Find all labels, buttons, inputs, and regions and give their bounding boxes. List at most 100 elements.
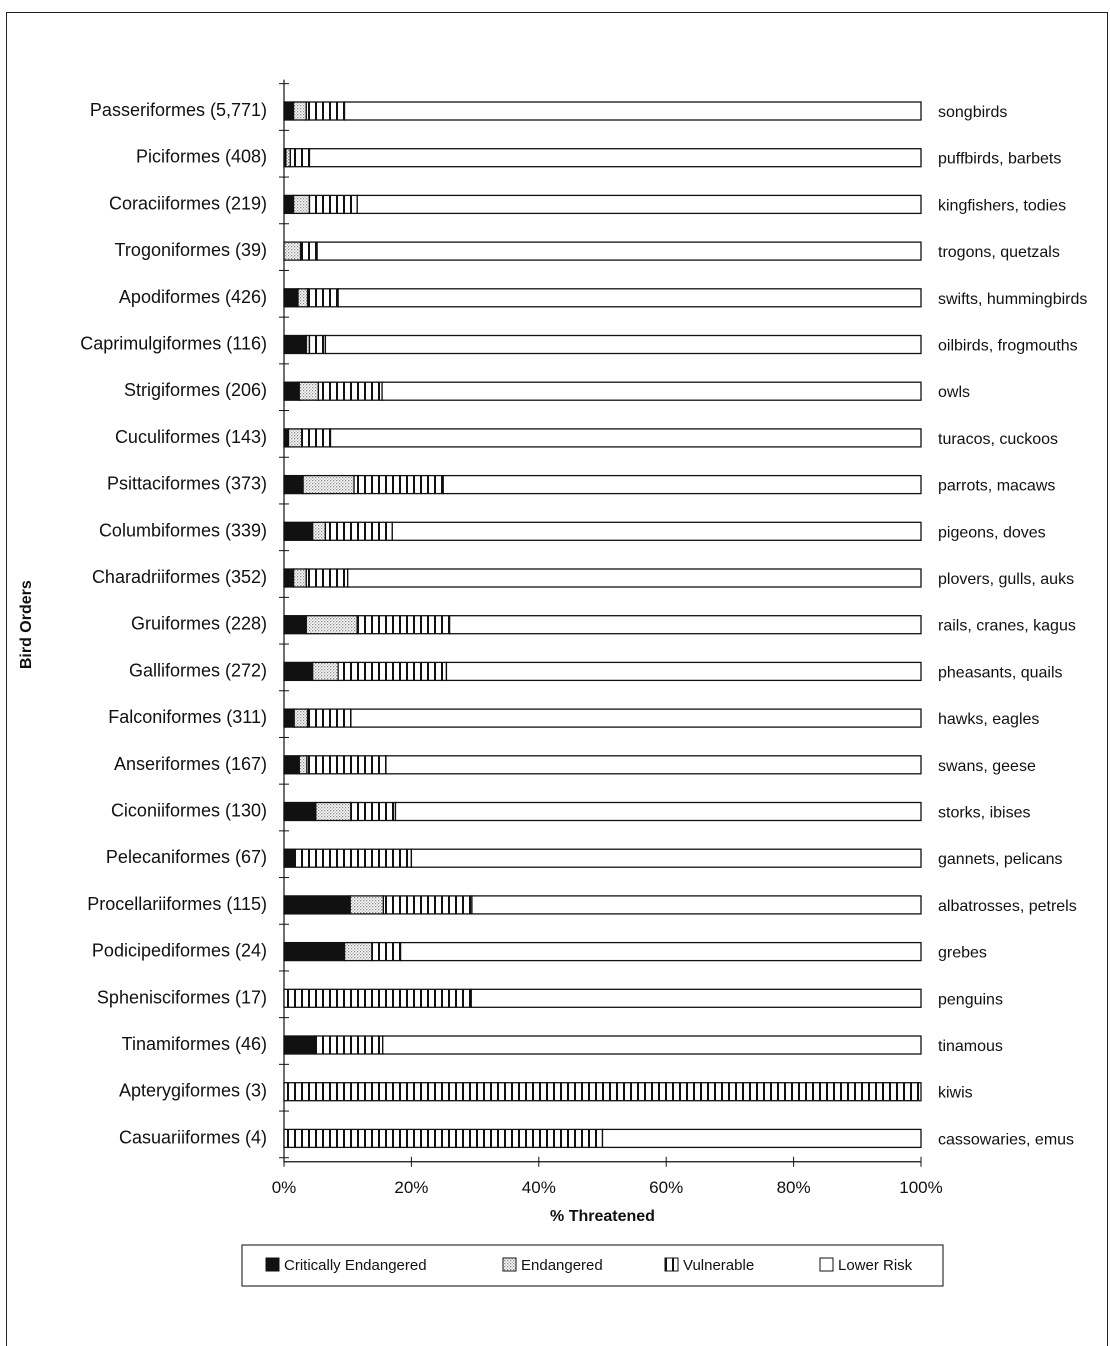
bar-segment-lower_risk <box>471 895 922 915</box>
legend-swatch-lower_risk <box>819 1257 834 1272</box>
bar-segment-endangered <box>315 801 352 822</box>
bar-segment-lower_risk <box>308 148 922 168</box>
common-name-label: turacos, cuckoos <box>938 431 1058 448</box>
bar-segment-endangered <box>349 895 385 915</box>
order-label: Strigiformes (206) <box>124 380 267 400</box>
common-name-label: swans, geese <box>938 758 1036 775</box>
order-label: Procellariiformes (115) <box>87 894 267 914</box>
bar-segment-lower_risk <box>343 101 922 121</box>
bar-segment-lower_risk <box>356 194 922 215</box>
order-label: Casuariiformes (4) <box>119 1127 267 1147</box>
chart-frame <box>6 12 1108 1346</box>
common-name-label: kiwis <box>938 1085 973 1102</box>
bar-segment-vulnerable <box>305 101 346 121</box>
order-label: Coraciiformes (219) <box>109 193 267 213</box>
x-tick-label: 100% <box>899 1178 942 1197</box>
common-name-label: pigeons, doves <box>938 524 1046 541</box>
common-name-label: owls <box>938 384 970 401</box>
bar-segment-lower_risk <box>442 474 922 495</box>
bar-segment-lower_risk <box>394 801 922 822</box>
bar-segment-critically_endangered <box>283 381 300 401</box>
order-label: Ciconiiformes (130) <box>111 801 267 821</box>
bar-segment-endangered <box>298 755 308 775</box>
bar-segment-lower_risk <box>324 334 922 355</box>
bar-segment-lower_risk <box>382 1035 922 1055</box>
common-name-label: penguins <box>938 991 1003 1008</box>
common-name-label: gannets, pelicans <box>938 851 1063 868</box>
bar-segment-vulnerable <box>337 661 448 682</box>
bar-segment-lower_risk <box>329 428 922 448</box>
x-tick-label: 0% <box>272 1178 297 1197</box>
bar-segment-vulnerable <box>306 708 352 728</box>
bar-segment-critically_endangered <box>283 521 314 541</box>
order-label: Columbiformes (339) <box>99 520 267 540</box>
bar-segment-critically_endangered <box>283 1035 316 1055</box>
common-name-label: tinamous <box>938 1038 1003 1055</box>
bar-segment-lower_risk <box>445 661 922 682</box>
order-label: Apodiformes (426) <box>119 287 267 307</box>
order-label: Anseriformes (167) <box>114 754 267 774</box>
bar-segment-vulnerable <box>289 148 311 168</box>
bar-segment-lower_risk <box>470 988 922 1008</box>
bar-segment-critically_endangered <box>283 428 290 448</box>
bar-segment-critically_endangered <box>283 895 351 915</box>
bar-segment-vulnerable <box>317 381 383 401</box>
x-tick-label: 20% <box>394 1178 428 1197</box>
common-name-label: plovers, gulls, auks <box>938 571 1074 588</box>
bar-segment-critically_endangered <box>283 941 346 962</box>
bar-segment-critically_endangered <box>283 568 295 588</box>
order-label: Cuculiformes (143) <box>115 427 267 447</box>
order-label: Pelecaniformes (67) <box>106 847 267 867</box>
common-name-label: parrots, macaws <box>938 478 1055 495</box>
bar-segment-endangered <box>292 568 307 588</box>
bar-segment-critically_endangered <box>283 801 317 822</box>
legend-swatch-vulnerable <box>664 1257 679 1272</box>
bar-segment-endangered <box>292 101 307 121</box>
bar-segment-endangered <box>302 474 355 495</box>
bar-segment-lower_risk <box>448 615 922 635</box>
bar-segment-vulnerable <box>324 521 393 541</box>
order-label: Galliformes (272) <box>129 660 267 680</box>
common-name-label: oilbirds, frogmouths <box>938 338 1078 355</box>
bar-segment-vulnerable <box>305 568 349 588</box>
bar-segment-critically_endangered <box>283 708 295 728</box>
legend-label: Vulnerable <box>683 1257 754 1274</box>
common-name-label: pheasants, quails <box>938 664 1063 681</box>
bar-segment-critically_endangered <box>283 288 299 308</box>
bar-segment-lower_risk <box>385 755 922 775</box>
common-name-label: hawks, eagles <box>938 711 1039 728</box>
x-axis-title: % Threatened <box>550 1208 655 1225</box>
bar-segment-vulnerable <box>299 241 318 261</box>
common-name-label: grebes <box>938 945 987 962</box>
bar-segment-vulnerable <box>292 848 413 868</box>
bar-segment-critically_endangered <box>283 755 300 775</box>
bar-segment-endangered <box>283 241 302 261</box>
legend-label: Critically Endangered <box>284 1257 427 1274</box>
bar-segment-critically_endangered <box>283 848 295 868</box>
bar-segment-vulnerable <box>308 194 358 215</box>
order-label: Gruiformes (228) <box>131 614 267 634</box>
bar-segment-endangered <box>287 428 303 448</box>
bar-segment-vulnerable <box>306 288 339 308</box>
x-tick-label: 60% <box>649 1178 683 1197</box>
common-name-label: rails, cranes, kagus <box>938 618 1076 635</box>
bar-segment-endangered <box>298 381 320 401</box>
bar-segment-vulnerable <box>283 988 472 1008</box>
order-label: Piciformes (408) <box>136 147 267 167</box>
bar-segment-endangered <box>305 615 358 635</box>
bar-segment-endangered <box>292 194 311 215</box>
bar-segment-critically_endangered <box>283 474 304 495</box>
bar-segment-vulnerable <box>382 895 473 915</box>
common-name-label: kingfishers, todies <box>938 197 1066 214</box>
bar-segment-lower_risk <box>391 521 922 541</box>
labels: Passeriformes (5,771) songbirds Piciformes… <box>80 100 1087 1148</box>
bar-segment-lower_risk <box>350 708 922 728</box>
legend: Critically Endangered Endangered Vulnerabl… <box>241 1244 944 1287</box>
order-label: Podicipediformes (24) <box>92 941 267 961</box>
bar-segment-vulnerable <box>306 755 387 775</box>
common-name-label: albatrosses, petrels <box>938 898 1077 915</box>
bar-segment-lower_risk <box>347 568 922 588</box>
bar-segment-critically_endangered <box>283 334 307 355</box>
order-label: Charadriiformes (352) <box>92 567 267 587</box>
